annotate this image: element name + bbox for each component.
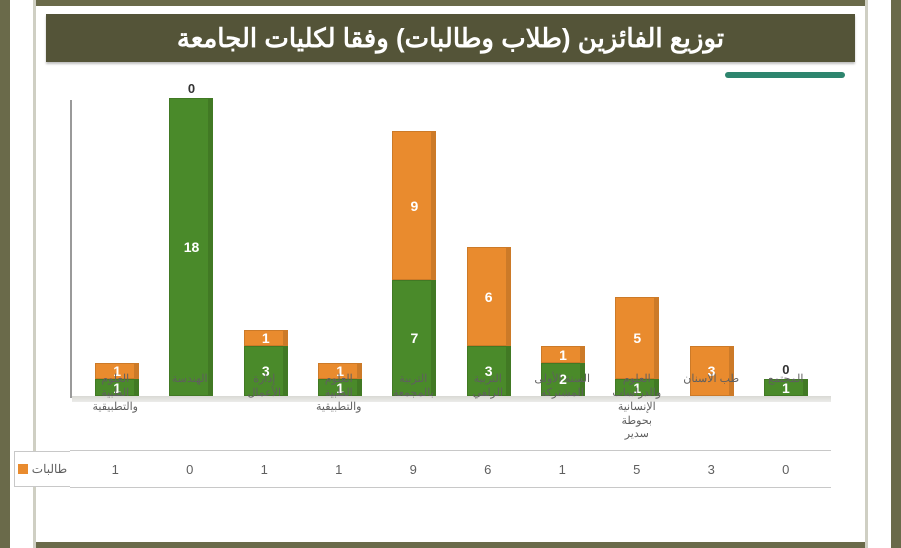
plot-area: 11018131197631251301 <box>70 100 831 398</box>
bar-segment-female: 6 <box>467 247 511 346</box>
data-table-cell: 5 <box>609 462 665 477</box>
series-swatch <box>18 464 28 474</box>
x-axis-label: إدارة الأعمال <box>236 373 292 442</box>
x-axis-label: التربية بالمجمعة <box>385 373 441 442</box>
bar-segment-female: 1 <box>244 330 288 347</box>
chart-area: 11018131197631251301 العلوم الطبية والتط… <box>70 100 831 488</box>
data-table-cells: 1 0 1 1 9 6 1 5 3 0 <box>70 451 831 487</box>
x-axis-label: طب الاسنان <box>683 373 739 442</box>
bar-segment-female: 5 <box>615 297 659 380</box>
bar-column: 018 <box>163 98 219 396</box>
chart-title: توزيع الفائزين (طلاب وطالبات) وفقا لكليا… <box>177 23 724 54</box>
frame-border-bottom <box>0 542 901 548</box>
data-table-row: طالبات 1011961530 <box>70 450 831 488</box>
data-table-row-header: طالبات <box>14 451 70 487</box>
x-axis-label: السنة الأولى المشتركة <box>534 373 590 442</box>
data-table-cell: 9 <box>385 462 441 477</box>
bar-stack: 97 <box>392 131 436 396</box>
x-axis-label: العلوم والدراسات الإنسانية بحوطة سدير <box>609 373 665 442</box>
series-name-label: طالبات <box>32 462 67 476</box>
frame-border-top <box>0 0 901 6</box>
data-table-cell: 1 <box>534 462 590 477</box>
bar-segment-male: 18 <box>169 98 213 396</box>
bar-segment-female: 1 <box>541 346 585 363</box>
frame-border-right <box>865 0 901 548</box>
data-table-cell: 1 <box>87 462 143 477</box>
title-underline <box>725 72 845 78</box>
bars-container: 11018131197631251301 <box>72 100 831 396</box>
x-axis-label: العلوم الطبية والتطبيقية <box>311 373 367 442</box>
x-axis-label: المجتمع <box>758 373 814 442</box>
data-table-cell: 1 <box>311 462 367 477</box>
data-table-cell: 0 <box>162 462 218 477</box>
title-bar: توزيع الفائزين (طلاب وطالبات) وفقا لكليا… <box>46 14 855 62</box>
slide-frame: توزيع الفائزين (طلاب وطالبات) وفقا لكليا… <box>0 0 901 548</box>
data-table-cell: 6 <box>460 462 516 477</box>
bar-segment-female-zero: 0 <box>169 80 213 96</box>
x-axis-label: التربية الزلفي <box>460 373 516 442</box>
x-axis-labels: العلوم الطبية والتطبيقية الهندسة إدارة الأ… <box>70 373 831 442</box>
data-table-cell: 1 <box>236 462 292 477</box>
bar-column: 97 <box>386 131 442 396</box>
x-axis-label: الهندسة <box>162 373 218 442</box>
bar-stack: 018 <box>169 98 213 396</box>
bar-segment-female: 9 <box>392 131 436 280</box>
x-axis-label: العلوم الطبية والتطبيقية <box>87 373 143 442</box>
data-table-cell: 0 <box>758 462 814 477</box>
data-table-cell: 3 <box>683 462 739 477</box>
